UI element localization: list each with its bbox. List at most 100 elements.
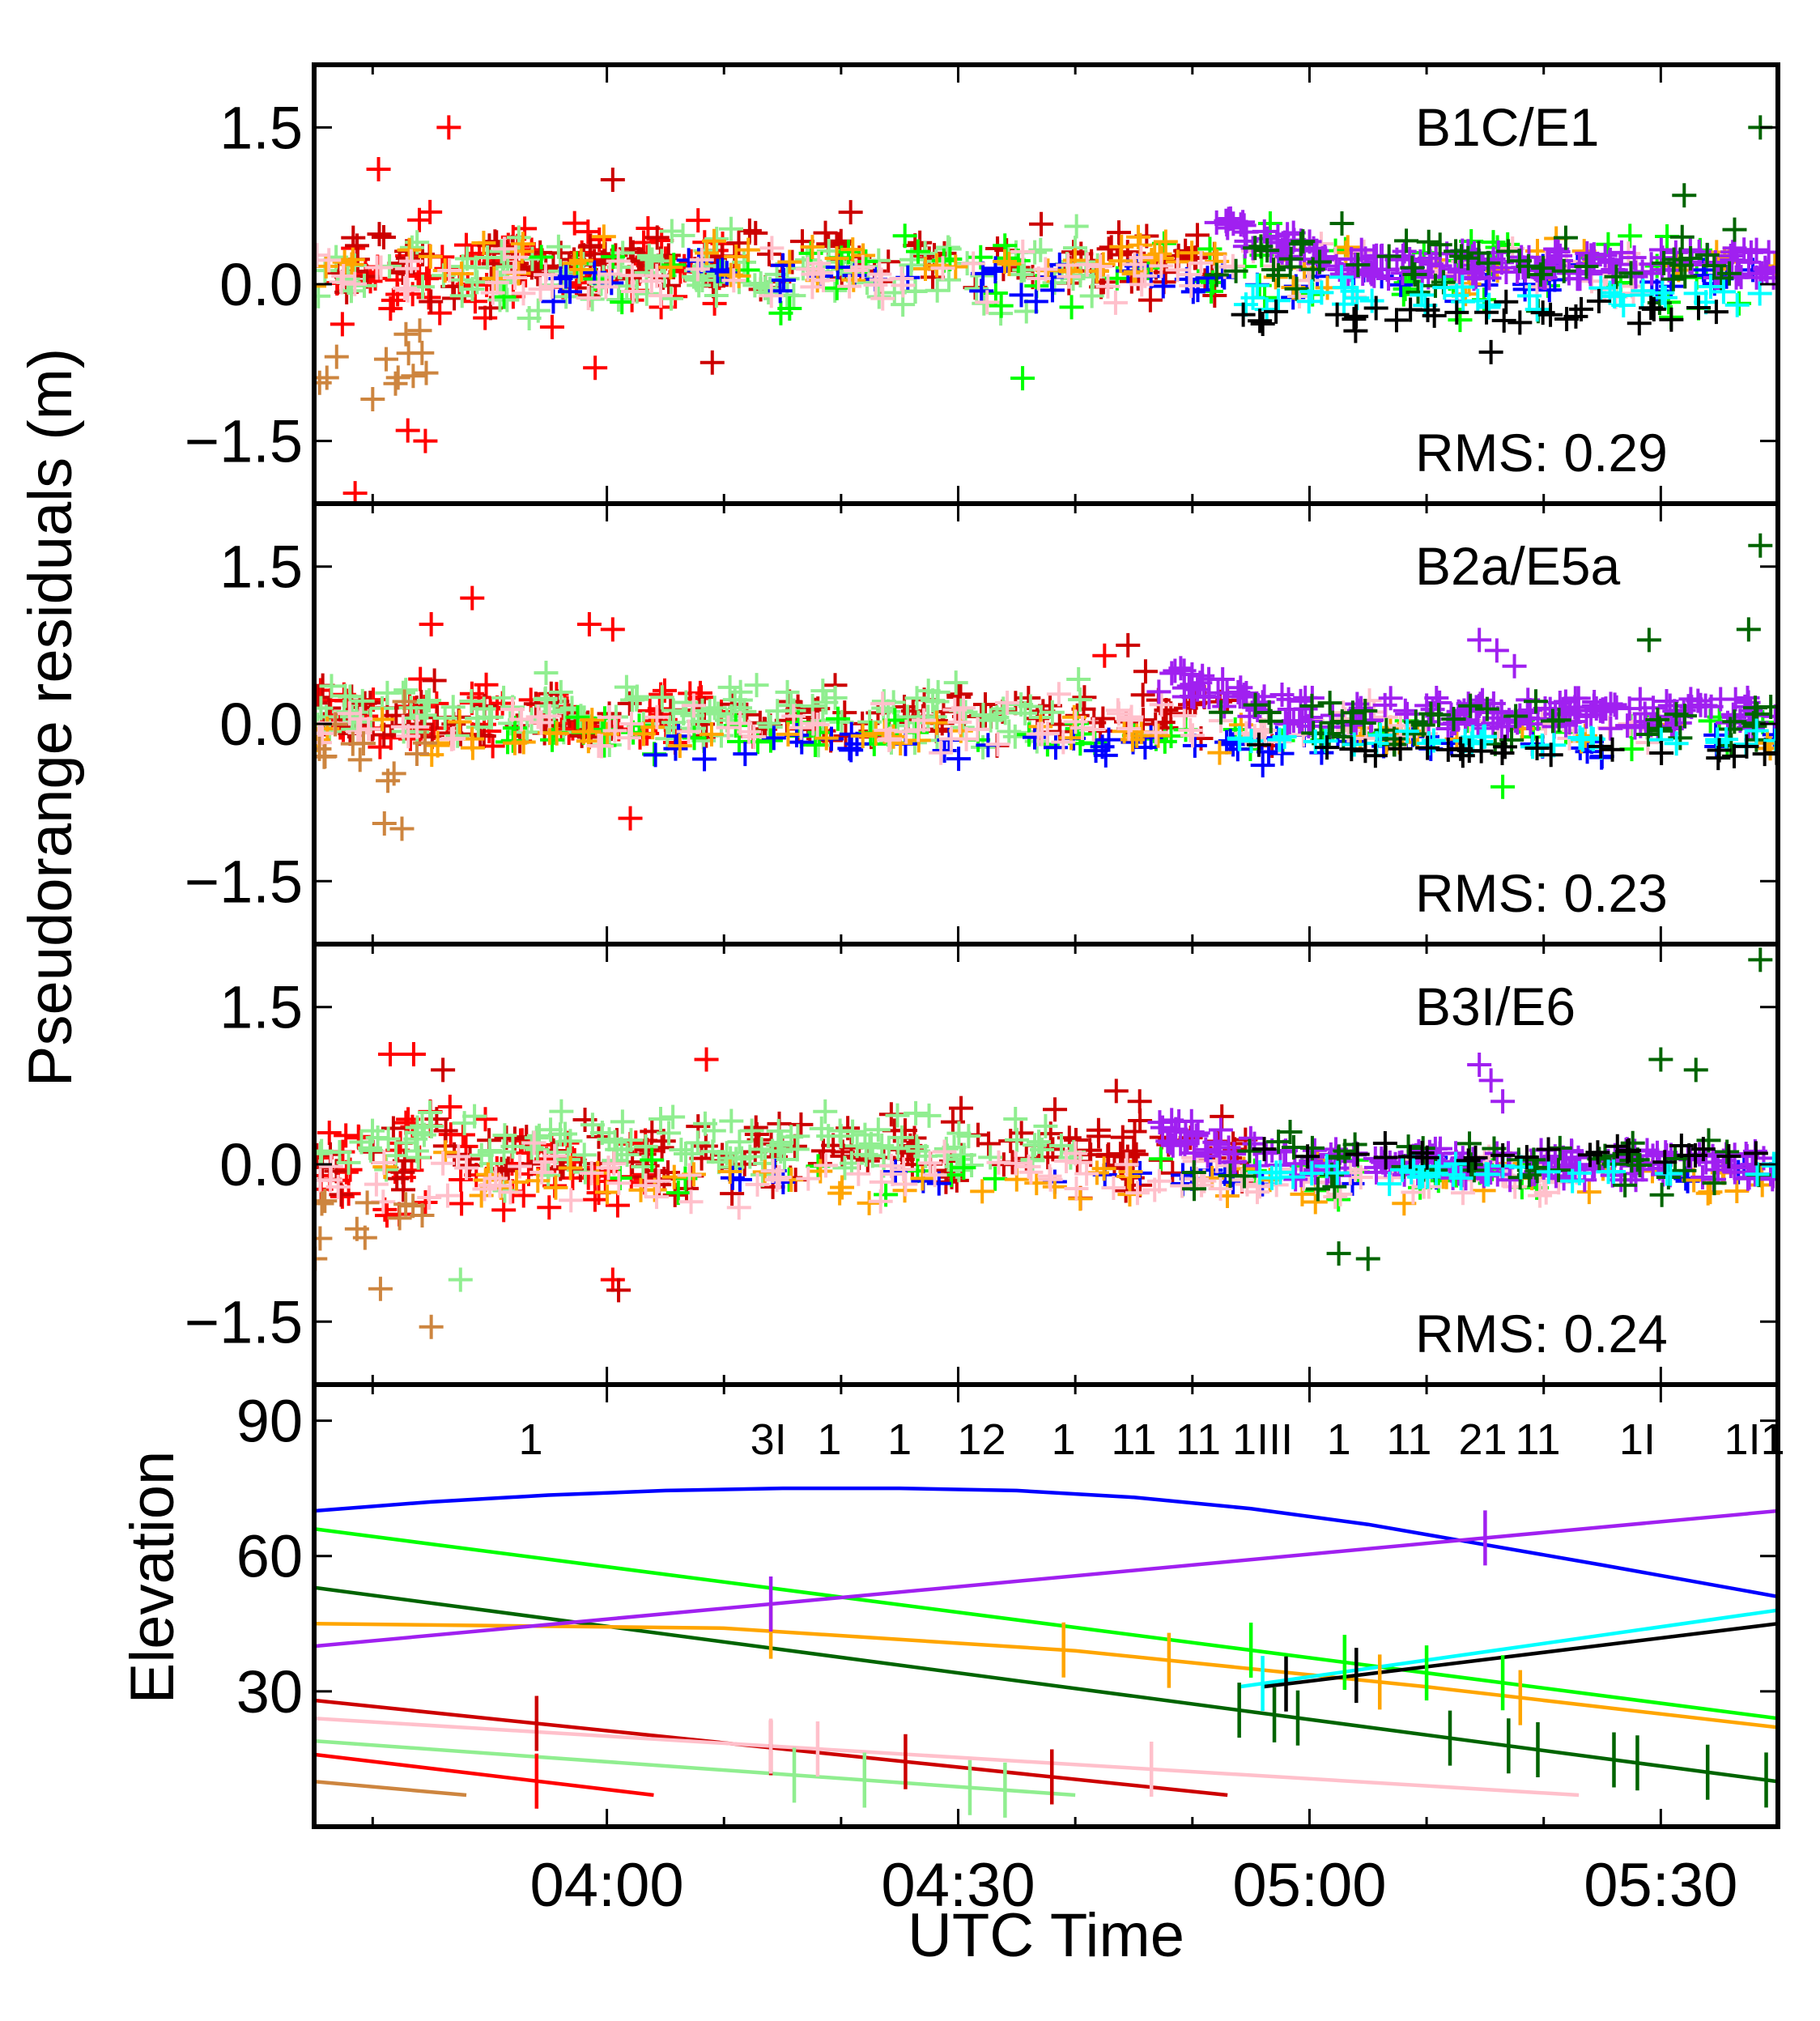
residual-point-brown (393, 1192, 419, 1217)
residual-point-cyan (1761, 1154, 1778, 1178)
residual-point-pink (677, 1163, 702, 1188)
residual-point-brown (383, 371, 408, 396)
residual-point-orange (857, 1190, 882, 1215)
residual-point-darkred (422, 668, 447, 693)
residual-point-lightgreen (350, 688, 375, 713)
residual-point-lightgreen (756, 711, 781, 736)
residual-point-green (1149, 1147, 1173, 1172)
residual-point-lightgreen (506, 225, 531, 250)
panel-label: B3I/E6 (1415, 976, 1575, 1036)
residual-point-darkgreen (1243, 236, 1268, 261)
residual-point-cyan (1377, 1172, 1402, 1197)
residual-point-black (1617, 1138, 1642, 1163)
residual-point-orange (370, 707, 395, 732)
residual-point-darkred (811, 1138, 836, 1164)
residual-point-darkgreen (1441, 707, 1466, 732)
residual-point-black (1669, 1133, 1694, 1158)
y-tick-label: 1.5 (219, 534, 303, 601)
residual-point-lightgreen (904, 1100, 929, 1125)
residual-point-pink (431, 1151, 456, 1176)
residual-point-lightgreen (670, 223, 695, 248)
residual-point-darkred (1043, 1097, 1068, 1122)
residual-point-red (438, 1122, 463, 1147)
residual-point-orange (736, 237, 761, 262)
residual-point-pink (1010, 239, 1035, 264)
elevation-annotation: 11 (1515, 1415, 1560, 1464)
residual-point-red (449, 1191, 474, 1216)
residual-point-blue (558, 279, 583, 304)
residual-point-purple (1484, 1141, 1509, 1166)
residual-point-darkgreen (1299, 693, 1325, 718)
residual-point-black (1538, 302, 1563, 327)
residual-point-pink (985, 732, 1010, 757)
residual-point-lightgreen (732, 699, 757, 724)
x-tick-label: 04:30 (881, 1851, 1035, 1920)
residual-point-pink (863, 272, 888, 297)
residual-point-cyan (1332, 275, 1357, 300)
residual-point-darkgreen (1496, 239, 1521, 264)
residual-point-lightgreen (925, 278, 950, 303)
residual-point-pink (947, 709, 972, 734)
residual-point-lightgreen (704, 283, 729, 308)
residual-point-lightgreen (876, 1135, 901, 1160)
x-tick-label: 04:00 (530, 1851, 684, 1920)
residual-point-orange (504, 1169, 529, 1194)
residual-point-green (836, 240, 861, 265)
residual-point-blue (663, 736, 688, 761)
residual-point-darkgreen (1722, 217, 1747, 242)
residual-point-pink (1088, 254, 1113, 279)
residual-point-green (826, 706, 851, 731)
residual-point-darkgreen (1376, 244, 1401, 269)
residual-point-black (1339, 737, 1364, 762)
residual-point-blue (705, 258, 730, 283)
residual-point-darkred (1113, 1178, 1138, 1203)
elevation-annotation: 3I (751, 1415, 787, 1464)
residual-point-purple (1498, 1168, 1523, 1193)
residual-point-pink (685, 257, 710, 282)
residual-point-blue (969, 279, 994, 304)
residual-point-pink (348, 706, 373, 731)
residual-point-cyan (1476, 295, 1501, 320)
residual-point-darkgreen (1715, 1139, 1740, 1164)
residual-point-darkgreen (1281, 1134, 1306, 1159)
elevation-annotation: 1III (1232, 1415, 1293, 1464)
residual-point-pink (1114, 1152, 1139, 1177)
residual-point-lightgreen (781, 283, 806, 308)
residual-point-red (413, 1189, 438, 1215)
residual-point-lightgreen (477, 1139, 502, 1164)
residual-point-purple (1371, 1150, 1396, 1175)
residual-point-lightgreen (719, 1108, 744, 1134)
residual-point-lightgreen (524, 1125, 549, 1151)
residual-point-green (610, 290, 635, 315)
residual-point-pink (1122, 252, 1147, 277)
residual-point-darkred (578, 233, 603, 258)
residual-point-orange (863, 721, 888, 747)
residual-point-pink (922, 1163, 947, 1188)
residual-point-green (951, 1155, 976, 1181)
residual-point-darkgreen (1636, 721, 1661, 747)
residual-point-orange (558, 1155, 583, 1181)
residual-point-black (1690, 1137, 1716, 1162)
residual-point-lightgreen (728, 687, 753, 713)
residual-point-black (1295, 1144, 1320, 1169)
residual-point-red (374, 1203, 399, 1228)
residual-point-pink (525, 704, 551, 730)
residual-outlier-purple (1467, 628, 1492, 653)
residual-point-darkred (940, 1109, 965, 1134)
residual-point-darkgreen (1258, 708, 1283, 734)
x-tick-label: 05:30 (1584, 1851, 1737, 1920)
residual-point-cyan (1744, 718, 1769, 743)
residual-point-orange (1139, 248, 1164, 273)
y-tick-label: −1.5 (185, 408, 303, 475)
residual-point-lightgreen (685, 1130, 710, 1155)
residual-point-purple (1623, 1168, 1648, 1193)
residual-point-lightgreen (943, 670, 968, 696)
residual-point-lightgreen (1014, 299, 1039, 324)
residual-outlier-red (618, 806, 643, 831)
residual-point-pink (576, 286, 601, 311)
residual-point-cyan (1536, 1159, 1561, 1185)
residual-point-purple (1160, 1133, 1185, 1158)
residual-point-darkgreen (1223, 258, 1248, 283)
residual-point-cyan (1390, 1157, 1415, 1182)
residual-point-black (1686, 295, 1711, 320)
